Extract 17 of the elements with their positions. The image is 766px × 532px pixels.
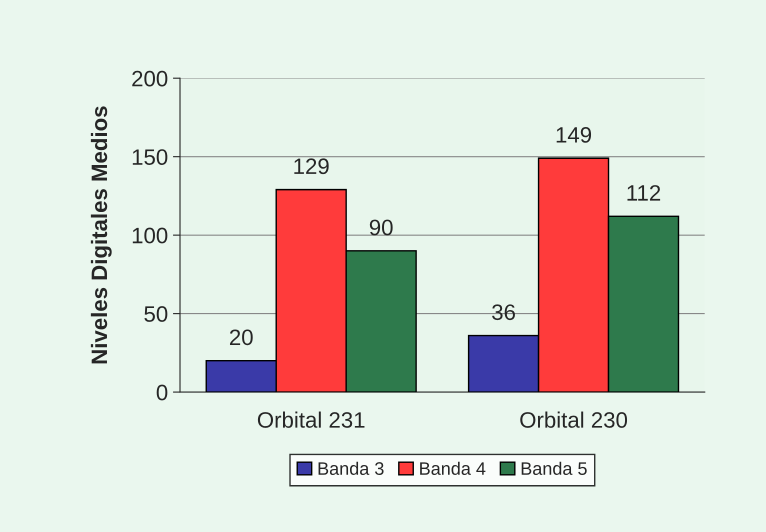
y-tick-label: 150 [132,149,168,165]
y-axis-title: Niveles Digitales Medios [90,106,112,364]
legend-label: Banda 3 [318,462,384,475]
y-tick-label: 200 [132,70,168,86]
y-tick-label: 100 [132,228,168,244]
data-label: 20 [230,329,253,346]
x-tick-label: Orbital 230 [520,412,628,428]
data-label: 90 [370,220,393,236]
data-label: 129 [294,158,329,174]
legend-label: Banda 5 [522,462,587,475]
data-label: 36 [492,304,515,320]
x-tick-label: Orbital 231 [258,412,364,428]
data-label: 149 [556,127,592,143]
legend-label: Banda 4 [420,462,486,475]
y-tick-label: 50 [144,306,168,322]
y-tick-label: 0 [156,384,168,400]
data-label: 112 [627,185,660,201]
